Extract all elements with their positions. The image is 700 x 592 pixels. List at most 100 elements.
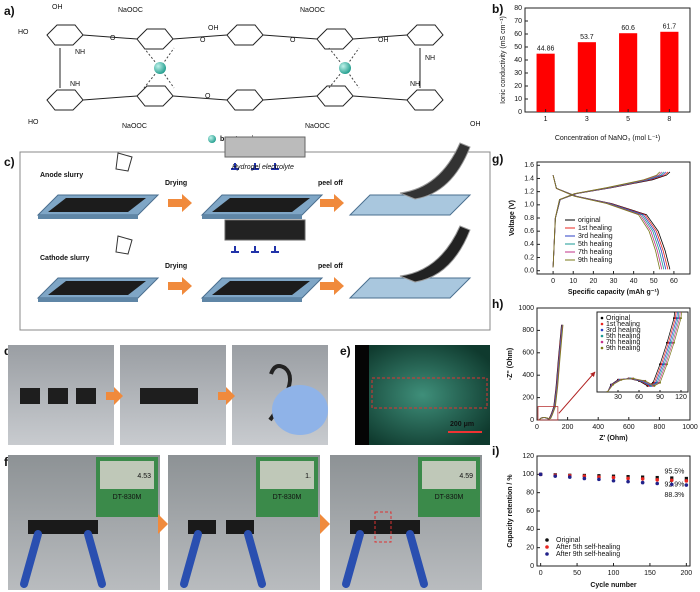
meter-reading: 1. — [305, 473, 311, 480]
y-axis-label: Voltage (V) — [509, 200, 516, 236]
inset-point — [659, 381, 661, 384]
structure-label: OH — [208, 25, 219, 32]
end-label: 92.9% — [664, 482, 684, 489]
meter-model: DT-830M — [435, 494, 464, 501]
structure-label: NH — [70, 81, 80, 88]
inset-point — [688, 206, 690, 208]
x-axis-label: Specific capacity (mAh g⁻¹) — [568, 289, 659, 296]
sugar-ring — [136, 85, 174, 107]
inset-point — [667, 341, 670, 344]
x-tick-label: 1 — [544, 116, 548, 123]
structure-label: NH — [425, 55, 435, 62]
meter-reading: 4.53 — [137, 473, 151, 480]
legend-sphere — [208, 135, 216, 143]
structure-label: OH — [378, 37, 389, 44]
substrate-coat — [212, 281, 310, 295]
bar — [577, 42, 596, 112]
step-label: peel off — [318, 180, 344, 187]
inset-point — [678, 317, 681, 320]
probe — [84, 530, 106, 588]
electrode-icon — [271, 246, 279, 253]
x-tick-label: 200 — [562, 424, 574, 431]
x-axis-label: Z' (Ohm) — [599, 435, 628, 442]
y-tick-label: 1.6 — [524, 162, 534, 169]
gel-strip — [28, 520, 98, 534]
y-tick-label: 60 — [514, 31, 522, 38]
inset-point — [670, 341, 673, 344]
legend-marker — [600, 322, 604, 326]
legend-label: 9th healing — [606, 345, 640, 352]
structure-label: NH — [410, 81, 420, 88]
inset-x-tick-label: 90 — [656, 394, 664, 401]
substrate-coat — [212, 198, 310, 212]
arrow — [106, 387, 123, 405]
series-line — [539, 324, 564, 421]
inset-point — [644, 379, 647, 382]
arrow — [168, 194, 192, 212]
substrate-edge — [38, 298, 138, 302]
inset-point — [663, 363, 666, 366]
structure-label: O — [200, 37, 206, 44]
electrode-icon — [251, 246, 259, 253]
bar — [536, 53, 555, 112]
point — [640, 477, 645, 481]
beaker — [115, 235, 133, 255]
electrolyte-label: Hydrogel electrolyte — [232, 164, 294, 171]
end-label: 88.3% — [664, 492, 684, 499]
inset-point — [653, 384, 656, 387]
arrow — [320, 514, 330, 534]
inset-point — [695, 53, 697, 55]
sugar-ring — [46, 24, 84, 46]
x-tick-label: 400 — [592, 424, 604, 431]
inset-point — [694, 53, 696, 55]
panel-label: e) — [340, 344, 351, 358]
meter-reading: 4.59 — [459, 473, 473, 480]
legend-label: After 5th self-healing — [556, 544, 620, 551]
structure-label: O — [110, 35, 116, 42]
electrolyte-block — [224, 136, 306, 158]
x-axis-label: Cycle number — [590, 582, 637, 589]
legend-marker — [545, 538, 549, 542]
structure-label: NaOOC — [305, 123, 330, 130]
gel-strip — [350, 520, 420, 534]
sugar-ring — [406, 24, 444, 46]
y-tick-label: 0.4 — [524, 241, 534, 248]
panel-label: b) — [492, 2, 503, 16]
micro-edge — [355, 345, 369, 445]
legend-marker — [545, 552, 549, 556]
panel-label: g) — [492, 152, 503, 166]
sugar-ring — [316, 85, 354, 107]
y-tick-label: 0.0 — [524, 268, 534, 275]
y-tick-label: 20 — [526, 545, 534, 552]
end-label: 95.5% — [664, 468, 684, 475]
inset-point — [612, 383, 615, 386]
y-tick-label: 0.8 — [524, 215, 534, 222]
electrolyte-block — [224, 219, 306, 241]
inset-point — [620, 378, 623, 381]
electrode-icon — [271, 163, 279, 170]
panel-label: a) — [4, 4, 15, 18]
y-tick-label: 200 — [522, 394, 534, 401]
inset-point — [680, 317, 682, 320]
inset-point — [660, 363, 663, 366]
structure-label: O — [205, 93, 211, 100]
y-axis-label: -Z'' (Ohm) — [507, 348, 514, 381]
probe — [244, 530, 266, 588]
substrate-coat — [48, 198, 146, 212]
lcd — [422, 461, 476, 489]
bond — [352, 34, 408, 40]
callout — [537, 406, 559, 421]
panel-label: h) — [492, 297, 503, 311]
point — [655, 481, 660, 486]
point — [582, 476, 587, 481]
sugar-ring — [316, 28, 354, 50]
x-tick-label: 50 — [573, 570, 581, 577]
sugar-ring — [226, 24, 264, 46]
arrow — [168, 277, 192, 295]
inset-point — [632, 377, 635, 380]
y-tick-label: 40 — [514, 57, 522, 64]
y-tick-label: 0 — [518, 109, 522, 116]
legend-label: 1st healing — [606, 321, 640, 328]
legend-marker — [600, 340, 604, 344]
point — [670, 476, 674, 480]
